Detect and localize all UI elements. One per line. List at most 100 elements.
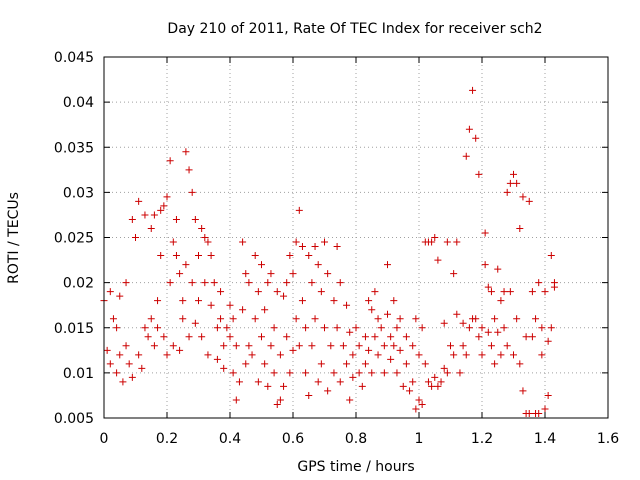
data-point: [185, 333, 193, 341]
data-point: [191, 319, 199, 327]
data-point: [113, 324, 121, 332]
data-point: [160, 333, 168, 341]
data-point: [465, 125, 473, 133]
data-point: [336, 279, 344, 287]
data-point: [179, 297, 187, 305]
data-point: [135, 197, 143, 205]
data-point: [336, 378, 344, 386]
data-point: [226, 333, 234, 341]
data-point: [475, 333, 483, 341]
data-point: [280, 382, 288, 390]
data-point: [390, 297, 398, 305]
x-tick-label: 0.8: [345, 431, 367, 447]
data-point: [510, 170, 517, 178]
data-point: [232, 396, 240, 404]
data-point: [409, 342, 417, 350]
data-point: [172, 252, 180, 260]
data-point: [223, 324, 231, 332]
data-point: [251, 252, 259, 260]
data-point: [198, 224, 206, 232]
data-point: [497, 297, 505, 305]
data-point: [270, 369, 278, 377]
data-point: [510, 351, 517, 359]
y-tick-label: 0.01: [63, 366, 94, 382]
data-point: [525, 409, 533, 417]
data-point: [447, 342, 454, 350]
data-point: [349, 373, 357, 381]
data-point: [132, 234, 139, 241]
data-point: [321, 324, 328, 332]
y-tick-label: 0.005: [54, 411, 94, 427]
data-point: [232, 342, 240, 350]
data-point: [125, 360, 133, 368]
data-point: [519, 193, 527, 201]
data-point: [298, 243, 306, 251]
data-point: [349, 351, 357, 359]
data-point: [311, 243, 319, 251]
data-point: [242, 270, 250, 278]
y-tick-label: 0.045: [54, 50, 94, 66]
data-point: [547, 324, 555, 332]
data-point: [380, 369, 388, 377]
data-point: [487, 288, 495, 296]
data-point: [535, 409, 543, 417]
data-point: [245, 279, 253, 287]
data-point: [443, 238, 451, 246]
data-point: [295, 206, 303, 214]
data-point: [528, 333, 536, 341]
data-point: [144, 333, 152, 341]
data-point: [374, 351, 382, 359]
data-point: [450, 270, 458, 278]
data-point: [179, 315, 187, 323]
data-point: [355, 342, 363, 350]
data-point: [513, 179, 521, 187]
data-point: [283, 333, 291, 341]
x-tick-label: 0.4: [219, 431, 241, 447]
data-point: [343, 301, 351, 309]
data-point: [434, 382, 442, 390]
data-point: [182, 148, 190, 156]
data-point: [169, 238, 177, 246]
data-point: [138, 364, 146, 372]
data-point: [311, 315, 319, 323]
data-point: [428, 238, 436, 246]
data-point: [314, 261, 322, 269]
data-point: [163, 351, 171, 359]
data-point: [500, 288, 508, 296]
data-point: [302, 369, 310, 377]
x-tick-label: 0: [100, 431, 109, 447]
data-point: [503, 188, 511, 196]
data-point: [201, 234, 209, 241]
data-point: [195, 252, 202, 260]
data-point: [478, 351, 486, 359]
data-point: [141, 324, 149, 332]
x-tick-label: 1.2: [471, 431, 493, 447]
data-point: [525, 197, 533, 205]
data-point: [292, 315, 300, 323]
data-point: [163, 193, 171, 201]
data-point: [387, 355, 395, 363]
data-point: [535, 279, 543, 287]
data-point: [497, 351, 505, 359]
data-point: [377, 324, 385, 332]
data-point: [409, 378, 417, 386]
data-point: [207, 301, 215, 309]
data-point: [431, 234, 439, 241]
data-point: [532, 315, 540, 323]
data-point: [308, 342, 316, 350]
y-tick-label: 0.04: [63, 95, 94, 111]
data-point: [513, 315, 521, 323]
grid: [104, 57, 608, 418]
data-point: [481, 261, 489, 269]
data-point: [217, 288, 225, 296]
data-point: [135, 351, 143, 359]
data-point: [169, 342, 177, 350]
y-tick-label: 0.035: [54, 140, 94, 156]
data-point: [267, 342, 275, 350]
data-point: [188, 188, 196, 196]
data-point: [176, 346, 184, 354]
data-point: [333, 243, 341, 251]
data-point: [239, 306, 247, 314]
data-point: [154, 324, 162, 332]
